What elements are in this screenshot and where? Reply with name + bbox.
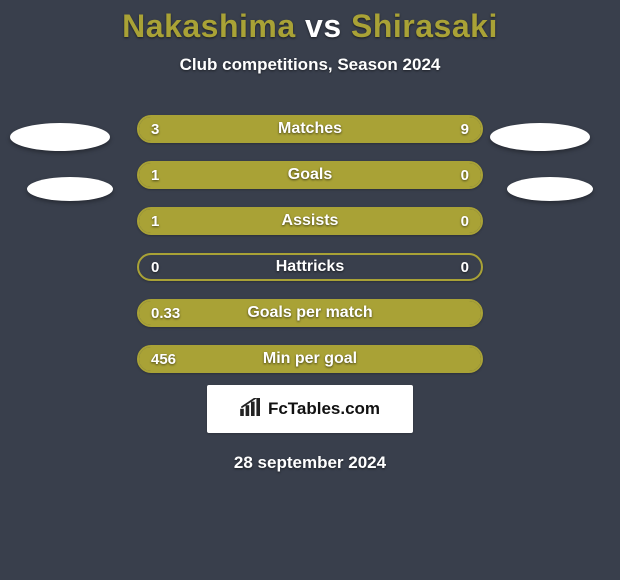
fill-left — [139, 163, 413, 187]
row-label: Hattricks — [139, 258, 481, 276]
page-root: Nakashima vs Shirasaki Club competitions… — [0, 0, 620, 580]
stat-row: Min per goal456 — [137, 345, 483, 373]
chart-area: Matches39 Goals10 Assists10 Hattricks0 0 Goal… — [0, 115, 620, 373]
decor-ellipse — [27, 177, 113, 201]
decor-ellipse — [490, 123, 590, 151]
brand-inner: FcTables.com — [240, 398, 380, 421]
fill-right — [214, 117, 481, 141]
brand-text: FcTables.com — [268, 399, 380, 419]
fill-left — [139, 117, 214, 141]
title-player1: Nakashima — [122, 8, 295, 44]
brand-chart-icon — [240, 398, 262, 421]
stat-row: Hattricks0 0 — [137, 253, 483, 281]
fill-right — [413, 209, 481, 233]
subtitle: Club competitions, Season 2024 — [0, 55, 620, 75]
stat-rows: Matches39 Goals10 Assists10 Hattricks0 0 Goal… — [137, 115, 483, 373]
page-title: Nakashima vs Shirasaki — [0, 8, 620, 45]
fill-left — [139, 347, 481, 371]
stat-row: Matches39 — [137, 115, 483, 143]
stat-row: Goals10 — [137, 161, 483, 189]
title-vs: vs — [305, 8, 342, 44]
stat-row: Assists10 — [137, 207, 483, 235]
row-value-left: 0 — [151, 259, 159, 276]
decor-ellipse — [507, 177, 593, 201]
fill-left — [139, 301, 481, 325]
brand-box[interactable]: FcTables.com — [207, 385, 413, 433]
fill-left — [139, 209, 413, 233]
decor-ellipse — [10, 123, 110, 151]
fill-right — [413, 163, 481, 187]
date-text: 28 september 2024 — [0, 453, 620, 473]
row-value-right: 0 — [461, 259, 469, 276]
stat-row: Goals per match0.33 — [137, 299, 483, 327]
title-player2: Shirasaki — [351, 8, 498, 44]
